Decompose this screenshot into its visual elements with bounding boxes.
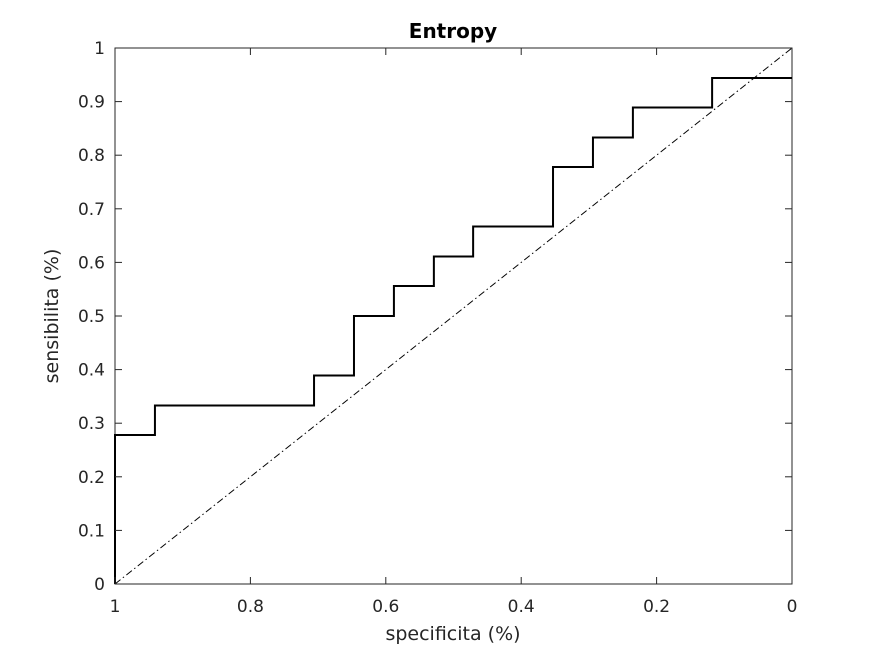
x-tick-label: 0: [787, 597, 798, 617]
y-tick-label: 0.1: [78, 521, 105, 541]
x-tick-label: 0.2: [643, 597, 670, 617]
x-tick-label: 0.4: [508, 597, 535, 617]
x-axis-label: specificita (%): [385, 623, 520, 645]
chance-diagonal-line: [114, 47, 793, 585]
chart-title: Entropy: [409, 19, 497, 43]
x-tick-label: 0.6: [372, 597, 399, 617]
y-axis-label: sensibilita (%): [41, 249, 63, 384]
x-tick-label: 1: [110, 597, 121, 617]
y-tick-label: 0: [94, 575, 105, 595]
y-axis-ticks: 0 0.1 0.2 0.3 0.4 0.5 0.6 0.7 0.8 0.9 1: [78, 39, 792, 595]
y-tick-label: 1: [94, 39, 105, 59]
x-axis-ticks: 1 0.8 0.6 0.4 0.2 0: [110, 48, 798, 617]
y-tick-label: 0.6: [78, 253, 105, 273]
y-tick-label: 0.9: [78, 93, 105, 113]
y-tick-label: 0.2: [78, 468, 105, 488]
roc-step-line: [114, 77, 792, 584]
y-tick-label: 0.3: [78, 414, 105, 434]
y-tick-label: 0.8: [78, 146, 105, 166]
y-tick-label: 0.7: [78, 200, 105, 220]
x-tick-label: 0.8: [237, 597, 264, 617]
y-tick-label: 0.4: [78, 361, 105, 381]
y-tick-label: 0.5: [78, 307, 105, 327]
